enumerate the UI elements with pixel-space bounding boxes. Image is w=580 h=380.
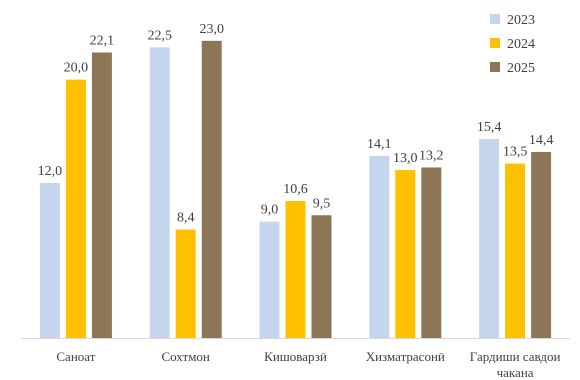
category-label-3: Кишоварзӣ [264, 349, 327, 364]
bar-2024-4 [395, 170, 416, 338]
bar-2025-1 [91, 52, 112, 339]
bar-2024-5 [505, 163, 526, 338]
data-label-2025-1: 22,1 [90, 33, 115, 48]
category-label-5-line-1: Гардиши савдои [470, 349, 561, 364]
bar-2025-2 [201, 40, 222, 339]
bar-2023-1 [39, 182, 60, 338]
category-label-5-line-2: чакана [497, 365, 534, 380]
data-label-2025-5: 14,4 [529, 133, 554, 148]
bar-2023-5 [479, 139, 500, 338]
category-label-4: Хизматрасонӣ [366, 349, 445, 364]
data-label-2023-4: 14,1 [367, 137, 392, 152]
data-label-2025-3: 9,5 [313, 196, 331, 211]
bars-layer [39, 40, 552, 339]
legend-swatch-2024 [490, 38, 500, 48]
data-label-2023-2: 22,5 [147, 28, 172, 43]
data-label-2023-5: 15,4 [477, 120, 502, 135]
bar-2025-5 [531, 151, 552, 338]
bar-2024-2 [175, 229, 196, 338]
legend-swatch-2025 [490, 62, 500, 72]
legend-label-2023: 2023 [507, 13, 535, 28]
data-labels-layer: 12,020,022,1 22,58,423,09,010,69,514,113,… [38, 22, 554, 226]
bar-2025-3 [311, 215, 332, 338]
data-label-2024-3: 10,6 [283, 182, 308, 197]
data-label-2023-1: 12,0 [38, 164, 63, 179]
category-labels-layer: Саноат Сохтмон Кишоварзӣ Хизматрасонӣ Гардиш… [56, 349, 560, 380]
data-label-2024-2: 8,4 [177, 210, 195, 225]
legend-swatch-2023 [490, 14, 500, 24]
data-label-2025-4: 13,2 [419, 148, 444, 163]
category-label-1: Саноат [56, 349, 95, 364]
legend-label-2025: 2025 [507, 61, 535, 76]
bar-2023-2 [149, 47, 170, 339]
legend-label-2024: 2024 [507, 37, 535, 52]
bar-2023-3 [259, 221, 280, 338]
legend: 2023 2024 2025 [490, 13, 535, 76]
data-label-2025-2: 23,0 [199, 22, 224, 37]
bar-2025-4 [421, 167, 442, 338]
data-label-2023-3: 9,0 [261, 203, 279, 218]
data-label-2024-5: 13,5 [503, 145, 528, 160]
bar-2024-3 [285, 201, 306, 338]
data-label-2024-4: 13,0 [393, 151, 418, 166]
bar-2024-1 [65, 79, 86, 338]
data-label-2024-1: 20,0 [64, 61, 89, 76]
category-label-2: Сохтмон [162, 349, 210, 364]
bar-2023-4 [369, 155, 390, 338]
